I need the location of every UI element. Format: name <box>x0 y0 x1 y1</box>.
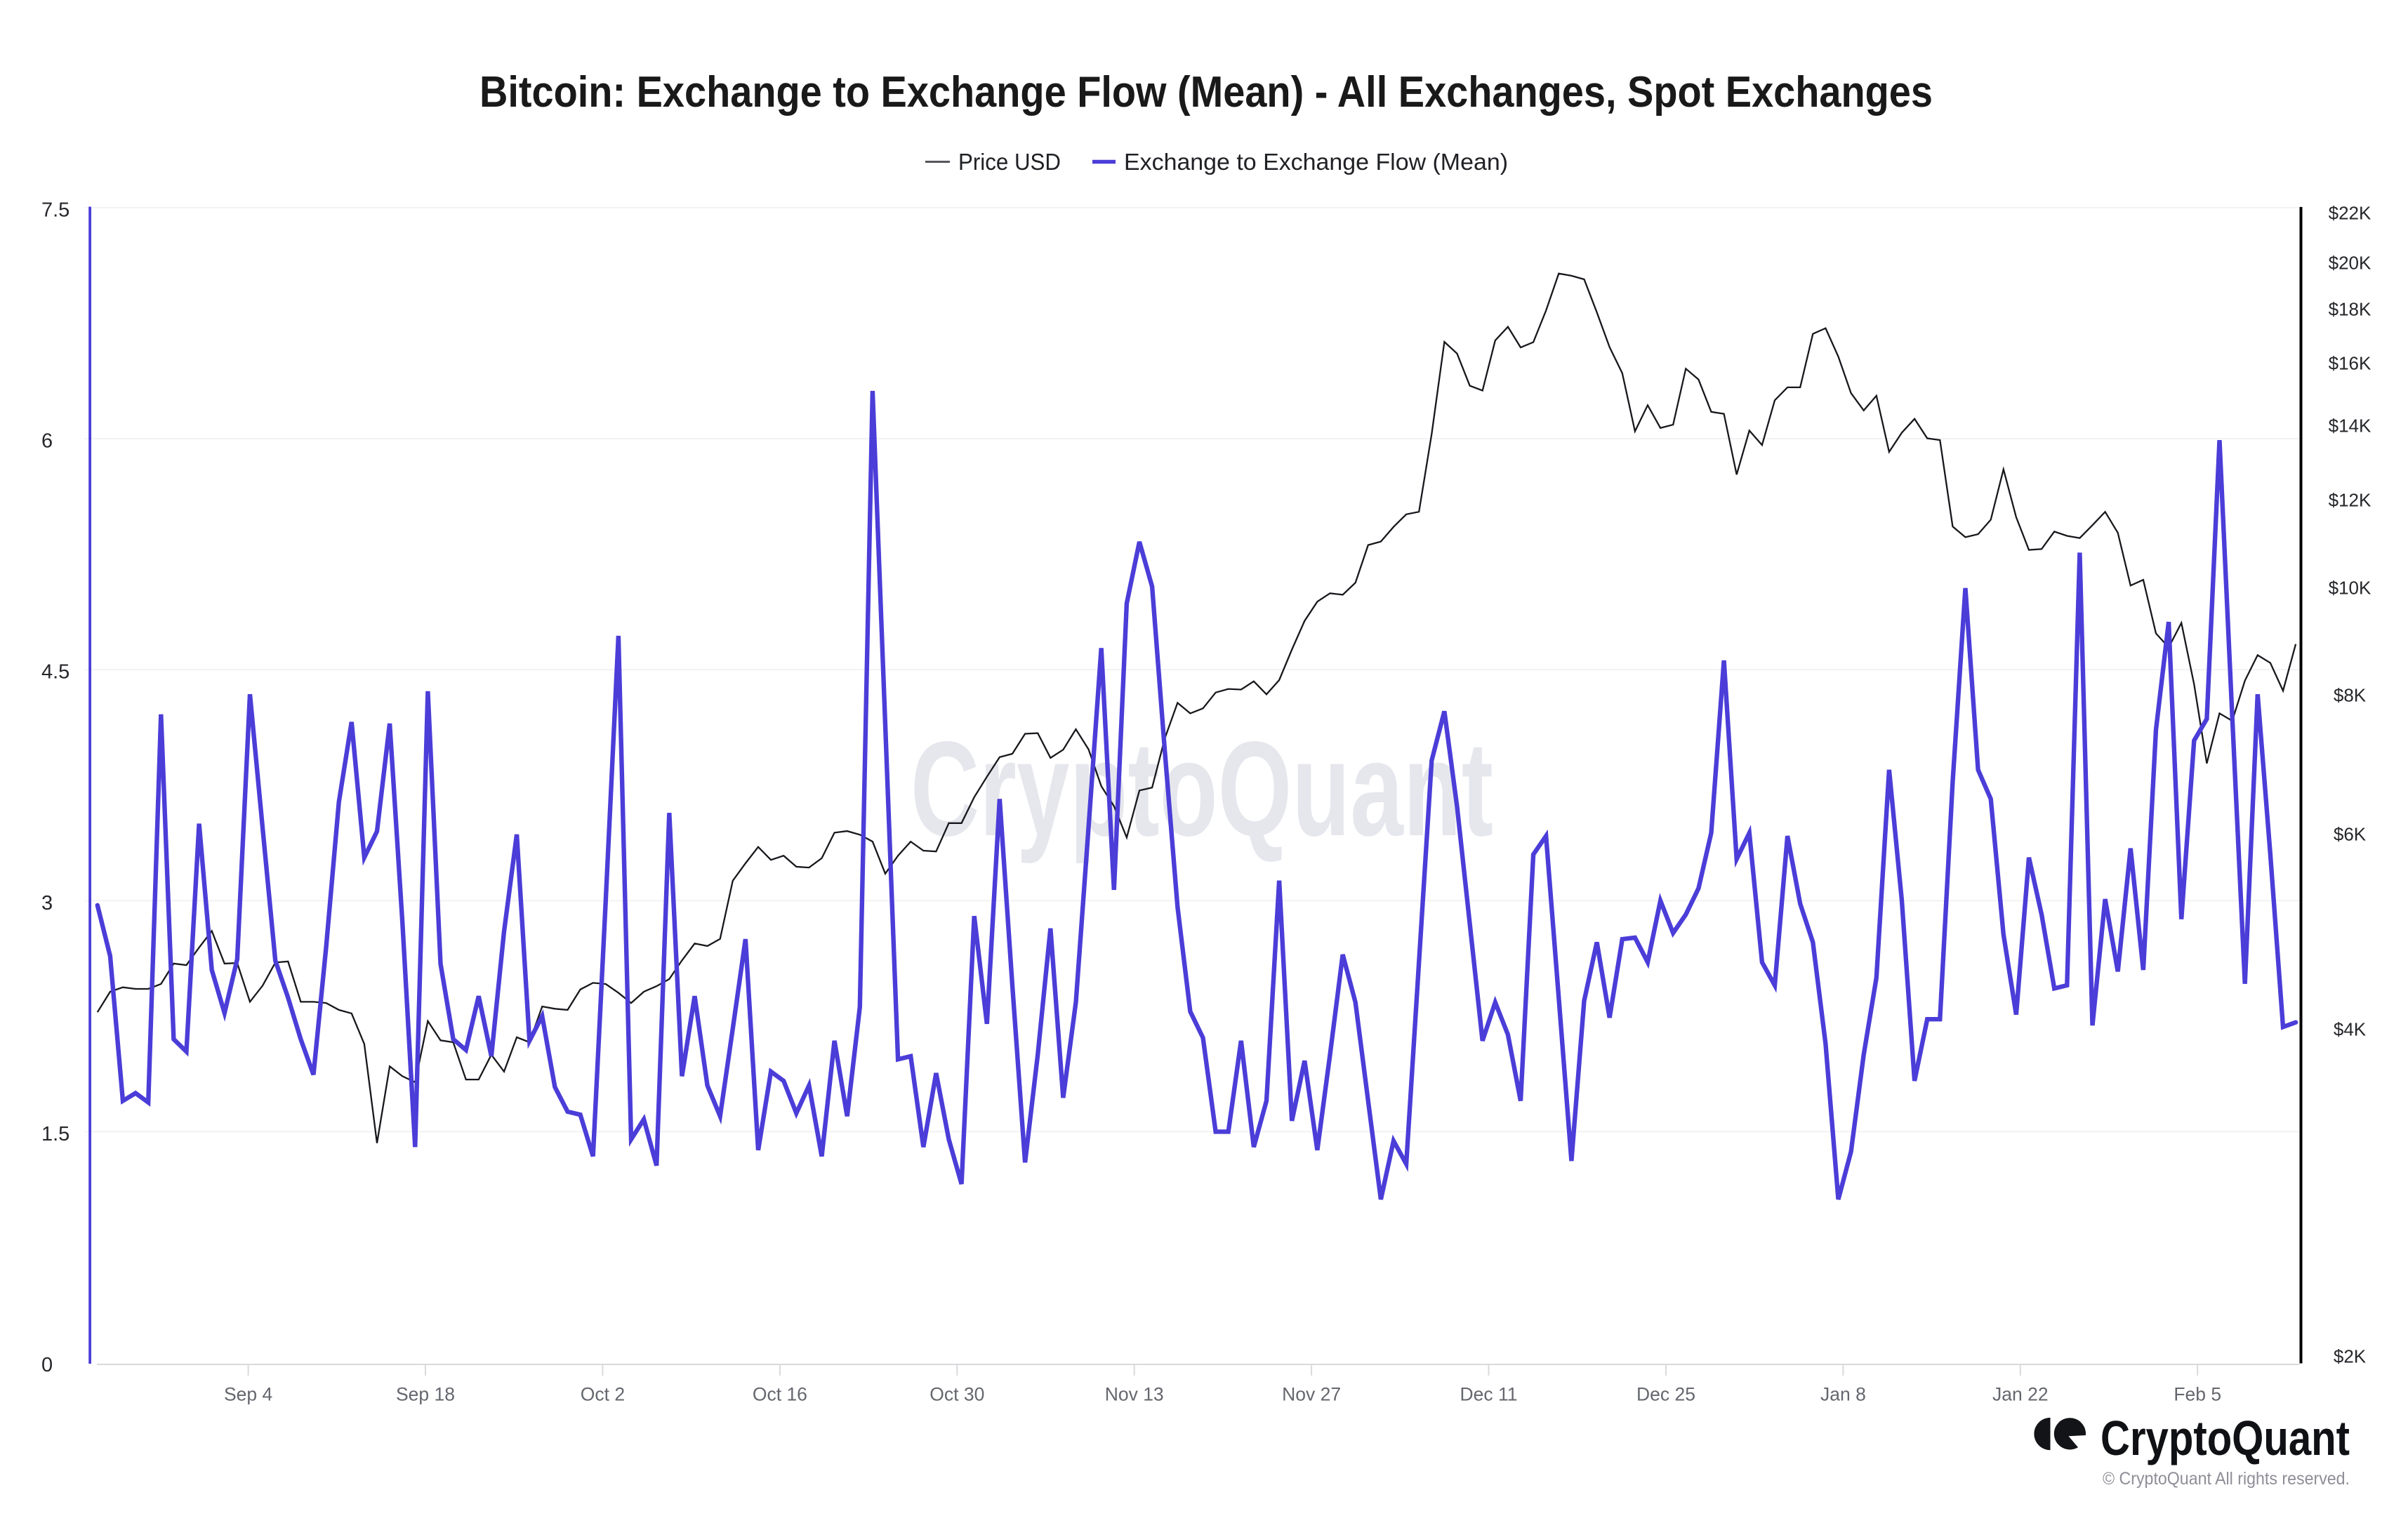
svg-text:1.5: 1.5 <box>41 1123 70 1145</box>
svg-text:$10K: $10K <box>2329 578 2371 599</box>
svg-text:$2K: $2K <box>2334 1346 2367 1367</box>
svg-text:$4K: $4K <box>2334 1019 2367 1040</box>
svg-text:Dec 11: Dec 11 <box>1460 1384 1518 1405</box>
svg-text:CryptoQuant: CryptoQuant <box>911 713 1493 864</box>
svg-text:Oct 2: Oct 2 <box>581 1384 625 1405</box>
svg-text:© CryptoQuant All rights reser: © CryptoQuant All rights reserved. <box>2103 1469 2350 1489</box>
svg-text:0: 0 <box>41 1354 53 1376</box>
svg-text:Feb 5: Feb 5 <box>2174 1384 2221 1405</box>
svg-text:3: 3 <box>41 892 53 915</box>
svg-text:Bitcoin: Exchange to Exchange: Bitcoin: Exchange to Exchange Flow (Mean… <box>479 68 1933 117</box>
svg-text:Oct 30: Oct 30 <box>930 1384 984 1405</box>
svg-text:Sep 18: Sep 18 <box>396 1384 455 1405</box>
svg-text:$8K: $8K <box>2334 685 2367 706</box>
svg-text:Price USD: Price USD <box>958 149 1061 175</box>
svg-text:Nov 13: Nov 13 <box>1105 1384 1164 1405</box>
svg-text:Sep 4: Sep 4 <box>224 1384 272 1405</box>
svg-text:Jan 8: Jan 8 <box>1820 1384 1866 1405</box>
svg-text:$22K: $22K <box>2329 203 2371 224</box>
svg-text:Jan 22: Jan 22 <box>1992 1384 2049 1405</box>
svg-text:CryptoQuant: CryptoQuant <box>2101 1411 2350 1465</box>
svg-text:$16K: $16K <box>2329 353 2371 374</box>
svg-text:$20K: $20K <box>2329 253 2371 274</box>
svg-text:Dec 25: Dec 25 <box>1636 1384 1695 1405</box>
svg-text:Nov 27: Nov 27 <box>1282 1384 1341 1405</box>
svg-text:6: 6 <box>41 430 53 453</box>
svg-text:$6K: $6K <box>2334 824 2367 845</box>
svg-text:Exchange to Exchange Flow (Mea: Exchange to Exchange Flow (Mean) <box>1124 149 1508 175</box>
svg-text:$14K: $14K <box>2329 415 2371 437</box>
svg-text:4.5: 4.5 <box>41 661 70 684</box>
svg-text:Oct 16: Oct 16 <box>753 1384 807 1405</box>
svg-text:$12K: $12K <box>2329 490 2371 511</box>
svg-text:$18K: $18K <box>2329 299 2371 320</box>
svg-text:7.5: 7.5 <box>41 199 70 221</box>
